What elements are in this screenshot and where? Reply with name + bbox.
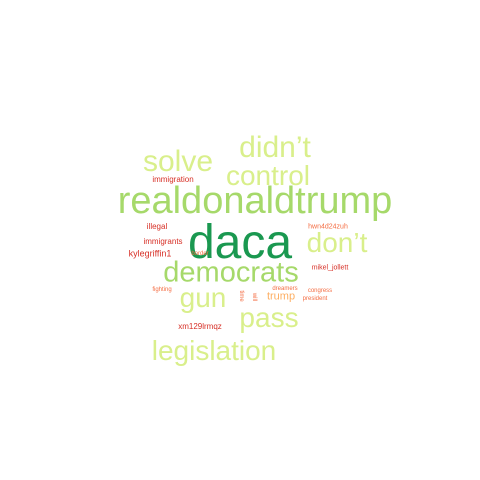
word-gun: gun: [179, 282, 227, 313]
word-solve: solve: [142, 145, 214, 178]
word-border: border: [191, 251, 209, 257]
word-will: will: [251, 292, 257, 302]
word-control: control: [225, 160, 311, 191]
word-dreamers: dreamers: [272, 286, 298, 292]
word-kylegriffin1: kylegriffin1: [128, 248, 172, 259]
word-dont: don’t: [306, 227, 368, 258]
word-president: president: [302, 296, 328, 302]
word-immigration: immigration: [152, 175, 194, 184]
word-democrats: democrats: [163, 256, 299, 289]
word-illegal: illegal: [146, 222, 168, 231]
word-realdonaldtrump: realdonaldtrump: [117, 180, 393, 222]
word-xm129lrmqz: xm129lrmqz: [178, 322, 222, 331]
word-daca: daca: [187, 216, 293, 269]
word-time: time: [238, 290, 244, 302]
word-mikel_jollett: mikel_jollett: [311, 264, 349, 272]
word-congress: congress: [307, 288, 333, 294]
word-legislation: legislation: [151, 335, 277, 366]
word-hwn4d24zuh: hwn4d24zuh: [308, 223, 348, 231]
word-fighting: fighting: [152, 287, 172, 293]
word-trump: trump: [266, 290, 296, 303]
word-didnt: didn’t: [239, 131, 311, 164]
word-pass: pass: [239, 302, 299, 333]
word-immigrants: immigrants: [143, 237, 183, 246]
